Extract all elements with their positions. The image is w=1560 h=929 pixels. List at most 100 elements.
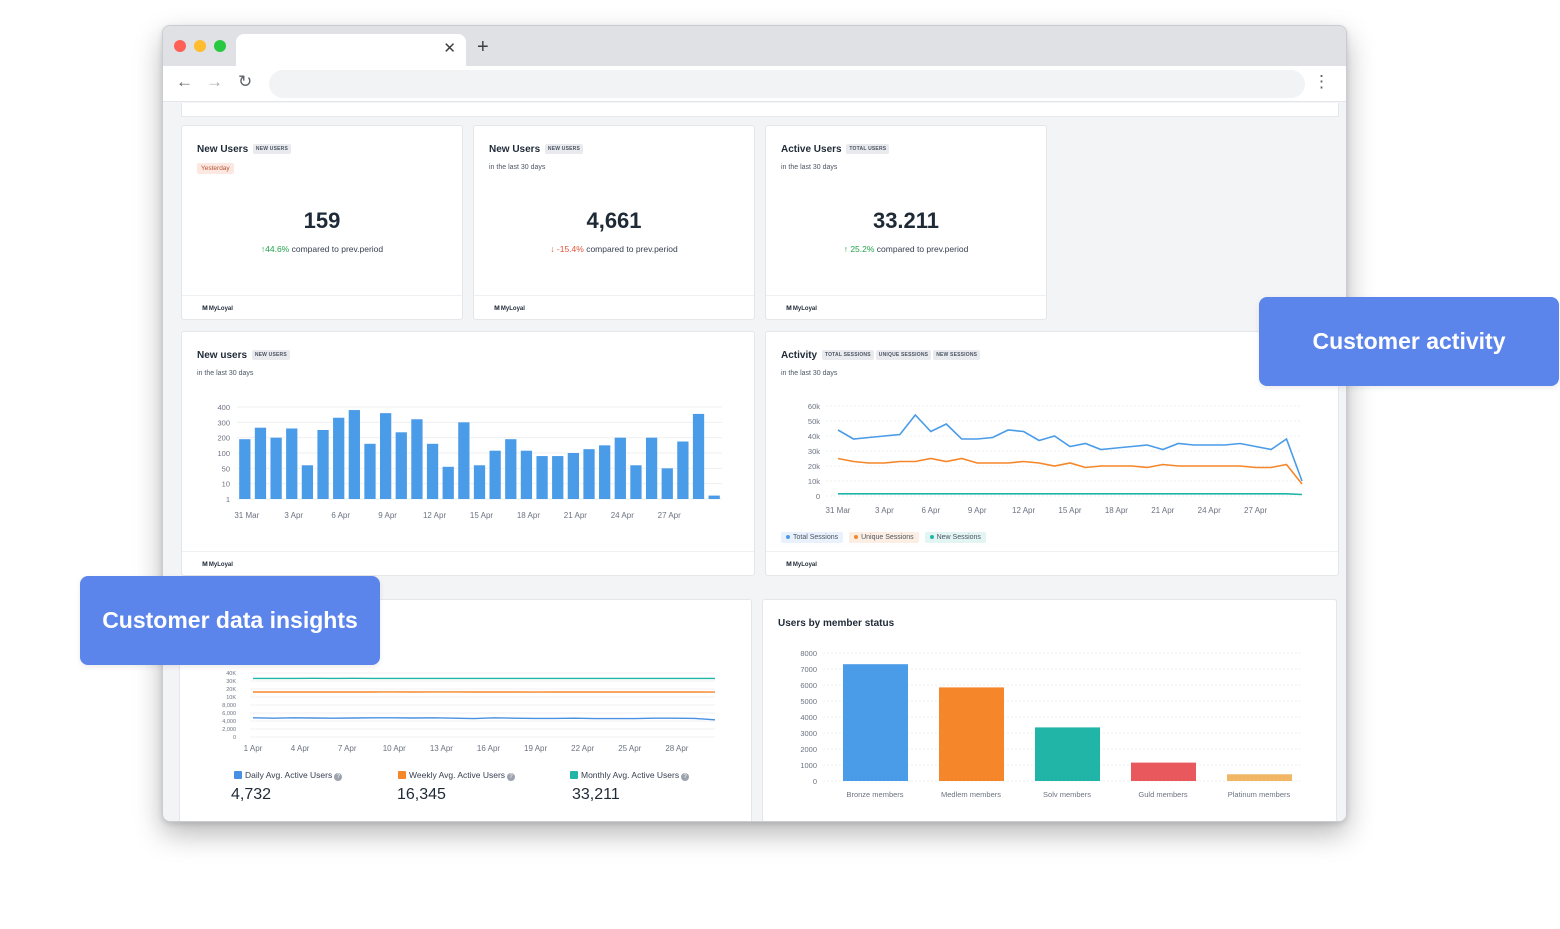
- maximize-window-dot[interactable]: [214, 40, 226, 52]
- x-tick-label: 24 Apr: [1198, 506, 1221, 515]
- close-tab-icon[interactable]: ✕: [443, 40, 456, 57]
- new-tab-icon[interactable]: +: [477, 36, 489, 58]
- new-users-chart-card: New users NEW USERS in the last 30 days …: [181, 331, 755, 576]
- bar: [661, 468, 673, 499]
- arrow-up-icon: ↑: [260, 244, 266, 254]
- back-arrow-icon[interactable]: ←: [176, 72, 193, 91]
- x-tick-label: 3 Apr: [284, 511, 303, 520]
- x-tick-label: 1 Apr: [244, 744, 263, 753]
- bar-platinum-members: [1227, 774, 1292, 781]
- badge-total-sessions[interactable]: TOTAL SESSIONS: [821, 350, 874, 361]
- brand-name: MyLoyal: [208, 306, 233, 312]
- kpi-change: -15.4%: [556, 244, 584, 254]
- legend-label: Total Sessions: [793, 534, 839, 541]
- x-tick-label: 12 Apr: [1012, 506, 1035, 515]
- x-tick-label: 10 Apr: [383, 744, 406, 753]
- x-tick-label: 6 Apr: [921, 506, 940, 515]
- logo-mark-icon: ᴍ: [494, 303, 500, 312]
- legend-daily: Daily Avg. Active Users?: [234, 770, 343, 781]
- kpi-badge: NEW USERS: [544, 144, 584, 155]
- kpi-compare-text: compared to prev.period: [876, 244, 969, 254]
- bar: [239, 439, 251, 499]
- logo-mark-icon: ᴍ: [786, 559, 792, 568]
- bar-bronze-members: [843, 664, 908, 781]
- y-tick-label: 10: [222, 480, 230, 489]
- browser-tab[interactable]: ✕: [236, 34, 466, 66]
- member-status-bar-chart: 8000 7000 6000 5000 4000 3000 2000 1000 0 Bronze …: [800, 649, 1303, 799]
- brand-name: MyLoyal: [792, 562, 817, 568]
- x-tick-label: 6 Apr: [331, 511, 350, 520]
- kpi-change: 25.2%: [850, 244, 875, 254]
- activity-line-chart: 60k 50k 40k 30k 20k 10k 0 31 Mar 3 Apr 6 Apr 9 Apr…: [808, 402, 1303, 515]
- daily-avg-value: 4,732: [231, 786, 272, 803]
- badge-new-sessions[interactable]: NEW SESSIONS: [933, 350, 981, 361]
- y-tick-label: 0: [813, 777, 817, 786]
- kpi-value: 33.211: [872, 208, 940, 233]
- series-line-2: [252, 717, 716, 721]
- legend-label: Monthly Avg. Active Users: [581, 770, 680, 780]
- legend-total-sessions[interactable]: Total Sessions: [781, 532, 844, 543]
- callout-customer-activity: Customer activity: [1259, 297, 1559, 386]
- kpi-compare: ↑ 25.2% compared to prev.period: [766, 244, 1046, 254]
- y-tick-label: 40k: [808, 432, 820, 441]
- kpi-compare: ↓ -15.4% compared to prev.period: [474, 244, 754, 254]
- address-bar[interactable]: [269, 70, 1305, 98]
- y-tick-label: 0: [816, 492, 820, 501]
- x-tick-label: 21 Apr: [564, 511, 587, 520]
- help-icon[interactable]: ?: [507, 773, 516, 781]
- kebab-menu-icon[interactable]: ⋮: [1313, 72, 1330, 91]
- y-tick-label: 2,000: [222, 727, 236, 733]
- y-tick-label: 40K: [226, 671, 236, 677]
- x-tick-label: 9 Apr: [968, 506, 987, 515]
- period-badge: Yesterday: [197, 163, 234, 174]
- legend-monthly: Monthly Avg. Active Users?: [570, 770, 690, 781]
- bar: [489, 450, 501, 499]
- y-tick-label: 0: [233, 735, 236, 741]
- badge-unique-sessions[interactable]: UNIQUE SESSIONS: [875, 350, 932, 361]
- minimize-window-dot[interactable]: [194, 40, 206, 52]
- y-tick-label: 300: [217, 418, 230, 427]
- legend-new-sessions[interactable]: New Sessions: [924, 532, 986, 543]
- kpi-card-new-users-30d: New Users NEW USERS in the last 30 days …: [473, 125, 755, 320]
- forward-arrow-icon[interactable]: →: [206, 72, 223, 91]
- x-tick-label: Solv members: [1043, 790, 1091, 799]
- help-icon[interactable]: ?: [681, 773, 690, 781]
- x-tick-label: 18 Apr: [517, 511, 540, 520]
- legend-square-icon: [570, 771, 578, 779]
- y-tick-label: 6,000: [222, 711, 236, 717]
- bar: [614, 437, 626, 499]
- x-tick-label: 9 Apr: [378, 511, 397, 520]
- arrow-down-icon: ↓: [550, 244, 555, 254]
- series-line-1: [837, 457, 1303, 485]
- legend-label: Weekly Avg. Active Users: [409, 770, 506, 780]
- y-tick-label: 1: [226, 495, 230, 504]
- bar: [520, 450, 533, 499]
- card-title-text: Activity: [781, 350, 818, 361]
- y-tick-label: 20K: [226, 687, 236, 693]
- close-window-dot[interactable]: [174, 40, 186, 52]
- logo-mark-icon: ᴍ: [202, 559, 208, 568]
- legend-unique-sessions[interactable]: Unique Sessions: [849, 532, 919, 543]
- card-footer: ᴍ MyLoyal: [182, 295, 462, 319]
- kpi-title: New Users NEW USERS: [489, 144, 584, 155]
- kpi-period: in the last 30 days: [781, 164, 838, 171]
- member-status-card: Users by member status 8000 7000 6000 5000 4…: [762, 599, 1337, 821]
- legend-square-icon: [234, 771, 242, 779]
- card-period: in the last 30 days: [781, 370, 838, 377]
- bar: [270, 437, 282, 499]
- activity-legend: Total Sessions Unique Sessions New Sessi…: [781, 532, 990, 543]
- kpi-title-text: New Users: [197, 144, 249, 155]
- card-title: Activity TOTAL SESSIONS UNIQUE SESSIONS NE…: [781, 350, 981, 361]
- top-card-edge: [181, 103, 1339, 117]
- bar: [567, 453, 580, 499]
- kpi-change: 44.6%: [265, 244, 290, 254]
- reload-icon[interactable]: ↻: [238, 72, 253, 91]
- y-tick-label: 20k: [808, 462, 820, 471]
- x-tick-label: 24 Apr: [611, 511, 634, 520]
- x-tick-label: 7 Apr: [338, 744, 357, 753]
- legend-label: New Sessions: [936, 534, 981, 541]
- help-icon[interactable]: ?: [334, 773, 343, 781]
- arrow-up-icon: ↑: [843, 244, 848, 254]
- y-tick-label: 4000: [800, 713, 817, 722]
- bar: [426, 443, 439, 499]
